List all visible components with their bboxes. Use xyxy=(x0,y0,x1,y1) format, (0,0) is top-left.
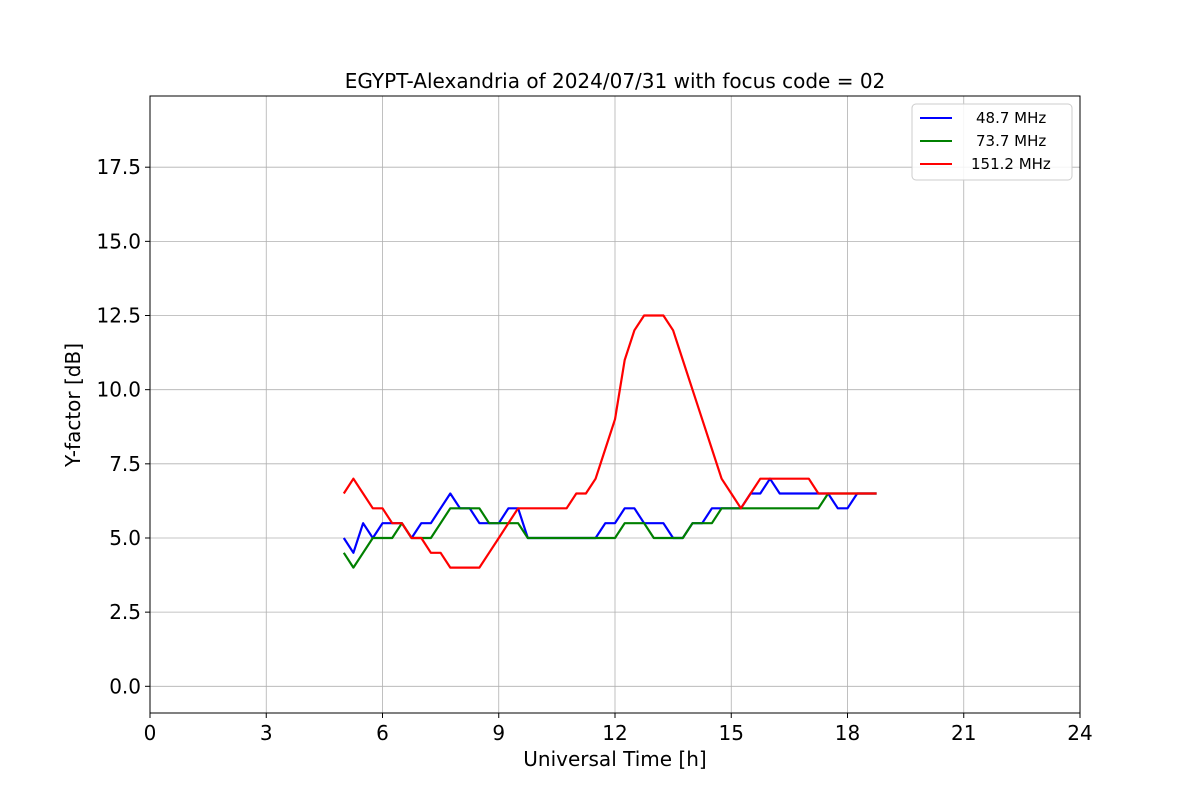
x-tick-label: 0 xyxy=(144,721,157,745)
series-line-151-2-mhz xyxy=(342,314,877,569)
x-tick-label: 9 xyxy=(492,721,505,745)
y-tick-label: 10.0 xyxy=(96,378,141,402)
x-tick-label: 21 xyxy=(951,721,976,745)
y-tick-label: 5.0 xyxy=(109,526,141,550)
y-tick-label: 2.5 xyxy=(109,600,141,624)
y-axis-label: Y-factor [dB] xyxy=(61,343,85,468)
legend-label-151-2: 151.2 MHz xyxy=(971,155,1051,173)
x-tick-label: 6 xyxy=(376,721,389,745)
x-axis-ticks: 0 3 6 9 12 15 18 21 24 xyxy=(144,713,1093,745)
legend-label-73-7: 73.7 MHz xyxy=(976,132,1046,150)
y-tick-label: 7.5 xyxy=(109,452,141,476)
x-axis-label: Universal Time [h] xyxy=(523,747,706,771)
x-tick-label: 24 xyxy=(1067,721,1092,745)
legend: 48.7 MHz 73.7 MHz 151.2 MHz xyxy=(911,103,1073,181)
y-tick-label: 15.0 xyxy=(96,229,141,253)
series-group xyxy=(342,314,877,569)
series-line-73-7-mhz xyxy=(342,492,877,569)
x-tick-label: 3 xyxy=(260,721,273,745)
chart-title: EGYPT-Alexandria of 2024/07/31 with focu… xyxy=(345,69,886,93)
legend-label-48-7: 48.7 MHz xyxy=(976,109,1046,127)
x-tick-label: 15 xyxy=(719,721,744,745)
x-tick-label: 12 xyxy=(602,721,627,745)
x-tick-label: 18 xyxy=(835,721,860,745)
legend-box xyxy=(911,103,1073,181)
series-line-48-7-mhz xyxy=(342,477,877,554)
y-axis-ticks: 0.0 2.5 5.0 7.5 10.0 12.5 15.0 17.5 xyxy=(96,155,150,698)
y-tick-label: 17.5 xyxy=(96,155,141,179)
y-tick-label: 12.5 xyxy=(96,304,141,328)
y-tick-label: 0.0 xyxy=(109,674,141,698)
